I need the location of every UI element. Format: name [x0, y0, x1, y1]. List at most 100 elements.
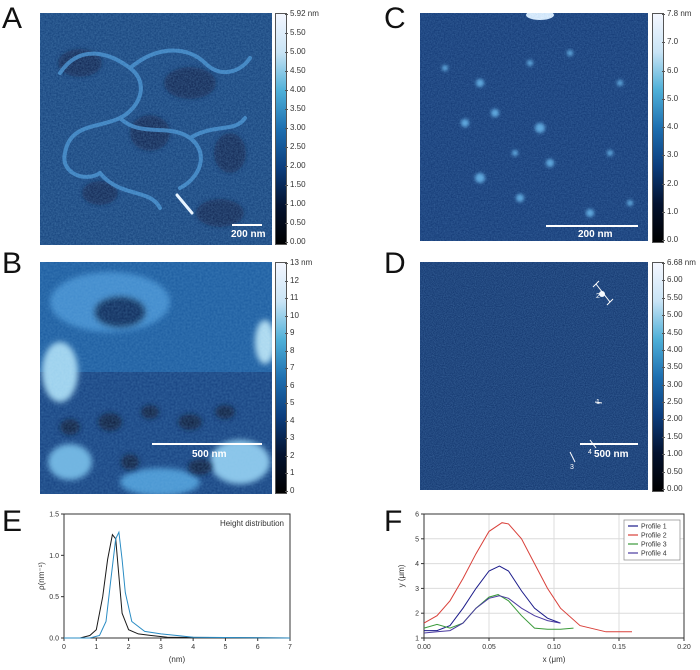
colorbar-tick-d-8: 2.50 — [662, 397, 683, 407]
colorbar-tick-d-6: 3.50 — [662, 362, 683, 372]
chart-e-ytick-label-1: 0.5 — [49, 594, 59, 601]
chart-e-series-line-2 — [64, 530, 291, 639]
colorbar-tick-d-3: 5.00 — [662, 310, 683, 320]
chart-f-ytick-label-5: 6 — [415, 512, 419, 519]
colorbar-tick-d-5: 4.00 — [662, 344, 683, 354]
afm-image-b: 500 nm — [40, 262, 272, 494]
colorbar-tick-a-0: 5.92 nm — [285, 9, 319, 18]
panel-letter-c: C — [384, 2, 406, 35]
colorbar-tick-b-9: 4 — [284, 415, 295, 425]
colorbar-tick-b-6: 7 — [284, 363, 295, 373]
colorbar-tick-a-7: 2.50 — [285, 142, 306, 151]
chart-f-xlabel: x (μm) — [543, 655, 566, 664]
chart-e-xtick-label-1: 1 — [94, 644, 98, 651]
chart-f-legend-label-2: Profile 2 — [641, 533, 667, 540]
chart-f-xtick-label-2: 0.10 — [547, 644, 561, 651]
colorbar-tick-d-0: 6.68 nm — [662, 258, 696, 267]
chart-f-series-line-1 — [424, 565, 561, 632]
chart-f-ylabel: y (μm) — [397, 564, 406, 587]
colorbar-tick-d-7: 3.00 — [662, 379, 683, 389]
colorbar-tick-a-6: 3.00 — [285, 123, 306, 132]
panel-letter-b: B — [2, 247, 23, 280]
colorbar-tick-a-9: 1.50 — [285, 180, 306, 189]
chart-f-ytick-label-4: 5 — [415, 536, 419, 543]
scale-label-c: 200 nm — [578, 229, 613, 240]
scale-bar-d — [580, 443, 638, 445]
chart-e-ytick-label-2: 1.0 — [49, 553, 59, 560]
chart-f-series-line-3 — [423, 594, 574, 630]
chart-e-xtick-label-0: 0 — [62, 644, 66, 651]
colorbar-tick-a-3: 4.50 — [285, 66, 306, 75]
scale-label-a: 200 nm — [231, 229, 266, 240]
colorbar-tick-b-0: 13 nm — [284, 258, 313, 267]
chart-e-ytick-label-0: 0.0 — [49, 636, 59, 643]
colorbar-tick-a-10: 1.00 — [285, 199, 306, 208]
scale-bar-c — [546, 225, 638, 227]
chart-e-series-line-1 — [64, 533, 291, 639]
afm-image-a: 200 nm — [40, 13, 272, 245]
height-profile-chart: 0.00 0.05 0.10 0.15 0.20 1 2 3 4 5 6 x (μm) y (μm) Pr… — [397, 512, 691, 665]
chart-f-ytick-label-3: 4 — [415, 561, 419, 568]
colorbar-tick-d-9: 2.00 — [662, 414, 683, 424]
chart-f-xtick-label-3: 0.15 — [612, 644, 626, 651]
colorbar-tick-c-4: 4.0 — [661, 122, 679, 131]
chart-e-xtick-label-5: 5 — [223, 644, 227, 651]
colorbar-tick-d-12: 0.50 — [662, 466, 683, 476]
chart-e-xlabel: (nm) — [169, 655, 186, 664]
profile-label-3: 3 — [570, 464, 574, 471]
chart-e-xtick-label-2: 2 — [127, 644, 131, 651]
height-distribution-chart: 0 1 2 3 4 5 6 7 0.0 0.5 1.0 1.5 (nm) ρ(nm⁻¹) Height di… — [37, 512, 292, 665]
scale-bar-b — [152, 443, 262, 445]
colorbar-tick-a-2: 5.00 — [285, 47, 306, 56]
colorbar-tick-a-8: 2.00 — [285, 161, 306, 170]
colorbar-b — [275, 262, 287, 494]
colorbar-tick-d-13: 0.00 — [662, 484, 683, 493]
colorbar-tick-c-6: 2.0 — [661, 178, 679, 188]
panel-letter-e: E — [2, 505, 23, 538]
colorbar-tick-c-3: 5.0 — [661, 93, 679, 103]
colorbar-c — [652, 13, 664, 243]
colorbar-tick-b-12: 1 — [284, 468, 295, 478]
chart-f-legend-label-4: Profile 4 — [641, 551, 667, 558]
colorbar-tick-d-10: 1.50 — [662, 431, 683, 441]
panel-letter-d: D — [384, 247, 406, 280]
colorbar-tick-b-3: 10 — [285, 310, 299, 320]
colorbar-tick-a-5: 3.50 — [285, 104, 306, 113]
chart-e-title: Height distribution — [220, 519, 284, 528]
colorbar-tick-c-8: 0.0 — [661, 235, 679, 244]
colorbar-tick-b-5: 8 — [284, 345, 295, 355]
colorbar-tick-d-1: 6.00 — [662, 275, 683, 285]
colorbar-tick-a-11: 0.50 — [285, 218, 306, 227]
colorbar-tick-b-4: 9 — [284, 328, 295, 338]
profile-label-2: 2 — [596, 293, 600, 300]
colorbar-tick-b-13: 0 — [284, 486, 295, 495]
chart-e-xtick-label-4: 4 — [191, 644, 195, 651]
panel-letter-f: F — [384, 505, 403, 538]
chart-e-plot-frame — [63, 513, 291, 639]
afm-image-d: 1 2 3 4 500 nm — [420, 262, 648, 490]
colorbar-tick-b-7: 6 — [284, 380, 295, 390]
colorbar-tick-c-0: 7.8 nm — [661, 9, 692, 18]
colorbar-tick-b-1: 12 — [285, 275, 299, 285]
chart-f-ytick-label-1: 2 — [415, 611, 419, 618]
scale-label-d: 500 nm — [594, 449, 629, 460]
colorbar-tick-a-4: 4.00 — [285, 85, 306, 94]
colorbar-tick-b-11: 2 — [284, 450, 295, 460]
colorbar-tick-d-11: 1.00 — [662, 449, 683, 459]
chart-f-xtick-label-1: 0.05 — [482, 644, 496, 651]
colorbar-tick-d-4: 4.50 — [662, 327, 683, 337]
colorbar-tick-d-2: 5.50 — [662, 292, 683, 302]
colorbar-tick-b-2: 11 — [284, 293, 299, 303]
scale-label-b: 500 nm — [192, 449, 227, 460]
colorbar-tick-b-8: 5 — [284, 398, 295, 408]
colorbar-tick-a-1: 5.50 — [285, 28, 306, 37]
panel-letter-a: A — [2, 2, 23, 35]
colorbar-tick-c-5: 3.0 — [661, 150, 679, 160]
chart-f-xtick-label-4: 0.20 — [677, 644, 691, 651]
chart-f-series-line-4 — [423, 595, 561, 634]
afm-image-c: 200 nm — [420, 13, 648, 241]
colorbar-tick-c-1: 7.0 — [661, 37, 679, 47]
chart-f-ytick-label-0: 1 — [415, 636, 419, 643]
chart-e-ytick-label-3: 1.5 — [49, 512, 59, 519]
colorbar-tick-a-12: 0.00 — [285, 237, 306, 246]
